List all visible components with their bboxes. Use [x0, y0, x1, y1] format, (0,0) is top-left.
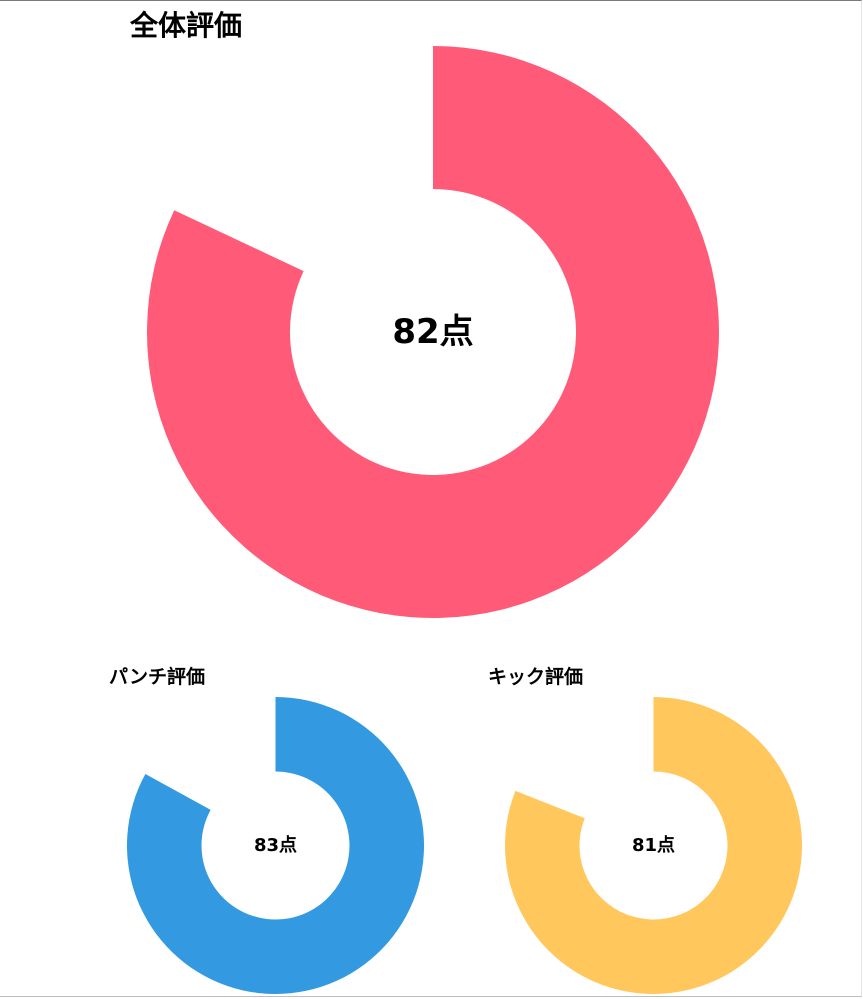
kick-rating-donut: 81点: [504, 697, 802, 994]
donut-score-arc: [504, 697, 802, 994]
kick-score-label: 81点: [632, 834, 675, 856]
kick-rating-title: キック評価: [488, 666, 584, 688]
overall-score-label: 82点: [392, 312, 473, 352]
punch-score-label: 83点: [254, 834, 297, 856]
overall-rating-donut: 82点: [147, 46, 719, 618]
punch-rating-donut: 83点: [126, 697, 424, 994]
donut-score-arc: [126, 697, 424, 994]
donut-score-arc: [147, 46, 719, 618]
overall-rating-title: 全体評価: [130, 9, 243, 42]
punch-rating-title: パンチ評価: [109, 666, 205, 688]
